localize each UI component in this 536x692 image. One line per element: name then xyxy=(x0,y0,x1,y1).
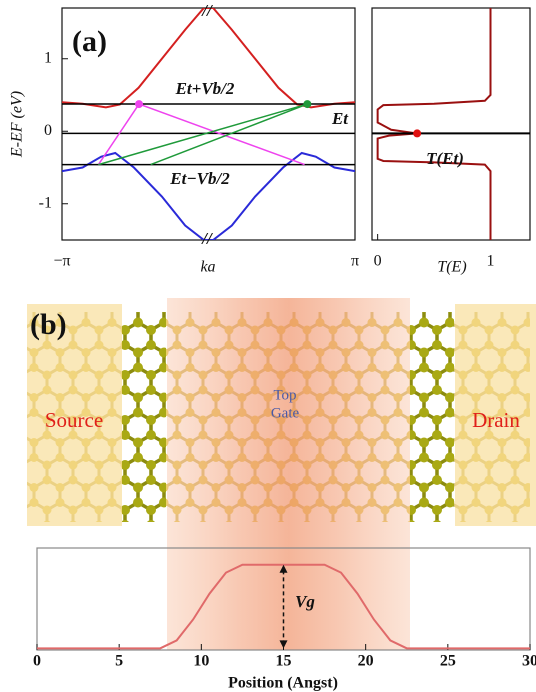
series-line xyxy=(98,103,308,166)
annotation: Vg xyxy=(295,592,315,611)
gate-region xyxy=(167,298,410,650)
source-label: Source xyxy=(45,408,103,432)
source-region xyxy=(27,304,122,526)
arrow-head xyxy=(279,564,288,573)
annotation: // xyxy=(200,1,214,20)
annotation: Et+Vb/2 xyxy=(175,79,235,98)
panel-label: (b) xyxy=(30,308,67,341)
point xyxy=(413,129,422,138)
device: Source Drain Top Gate xyxy=(27,298,536,650)
y-axis-label: E-EF (eV) xyxy=(9,91,26,158)
x-tick-label: 0 xyxy=(33,653,41,670)
x-tick-label: 15 xyxy=(276,653,292,670)
plot-area xyxy=(62,8,355,240)
x-axis-label: ka xyxy=(200,259,215,276)
lattice-dark xyxy=(410,312,454,522)
x-tick-label: 0 xyxy=(374,253,382,270)
x-axis-label: Position (Angst) xyxy=(228,675,338,692)
series-line xyxy=(37,563,530,650)
x-tick-label: 10 xyxy=(193,653,209,670)
panel-label: (a) xyxy=(72,25,107,58)
x-axis-label: T(E) xyxy=(437,259,466,276)
y-tick-label: 0 xyxy=(44,122,52,139)
plot-frame xyxy=(371,7,531,241)
drain-label: Drain xyxy=(472,408,520,432)
annotation: T(Et) xyxy=(426,149,464,168)
x-tick-label: π xyxy=(351,253,359,270)
point xyxy=(135,100,144,109)
x-tick-label: 20 xyxy=(358,653,374,670)
x-tick-label: 5 xyxy=(115,653,123,670)
x-tick-label: 1 xyxy=(487,253,495,270)
y-tick-label: -1 xyxy=(39,194,52,211)
y-tick-label: 1 xyxy=(44,49,52,66)
plot-area xyxy=(37,563,530,650)
annotation: Et xyxy=(331,109,349,128)
drain-region xyxy=(455,304,536,526)
x-tick-label: −π xyxy=(53,253,70,270)
gate-label: Top xyxy=(273,387,296,403)
plot-area xyxy=(372,8,530,240)
lattice-dark xyxy=(122,312,166,522)
series-line xyxy=(62,151,355,240)
annotation: // xyxy=(200,229,214,248)
annotation: Et−Vb/2 xyxy=(169,169,230,188)
x-tick-label: 30 xyxy=(522,653,536,670)
x-tick-label: 25 xyxy=(440,653,456,670)
arrow-head xyxy=(279,640,288,649)
gate-label: Gate xyxy=(271,405,300,421)
point xyxy=(303,100,312,109)
series-line xyxy=(376,8,492,240)
